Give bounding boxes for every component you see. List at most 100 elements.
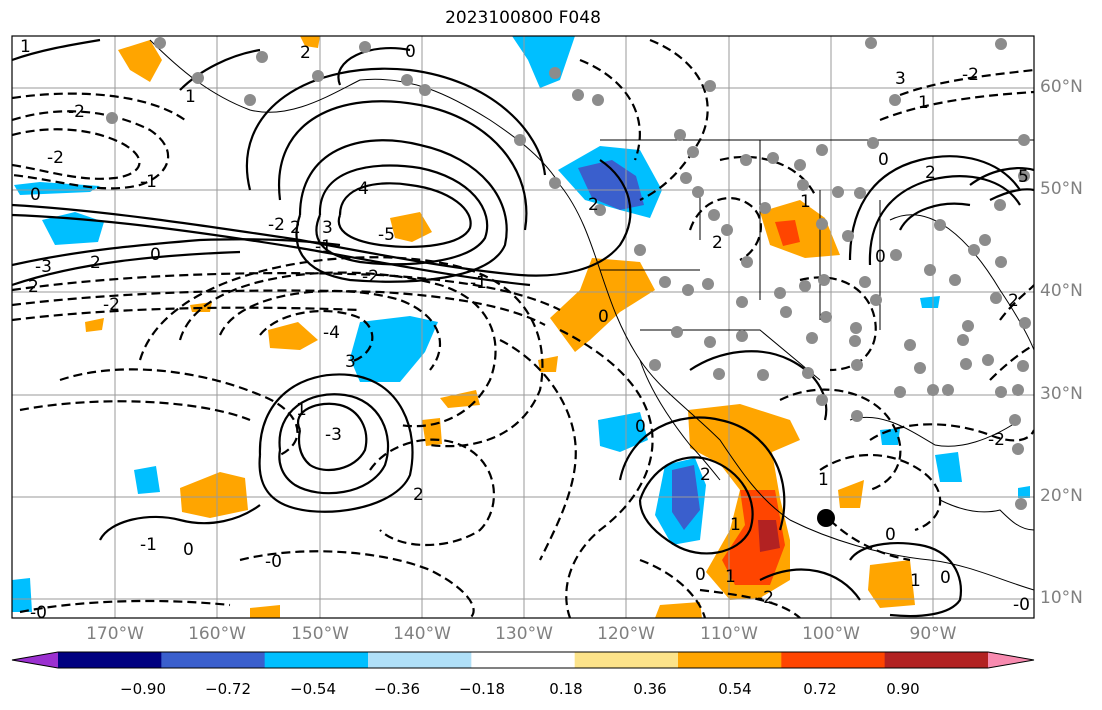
contour-label: 1 <box>20 37 31 57</box>
contour-label: 3 <box>322 218 333 238</box>
lon-label: 160°W <box>188 624 246 644</box>
contour-label: 3 <box>895 69 906 89</box>
contour-label: 0 <box>875 247 886 267</box>
contour-label: 0 <box>695 565 706 585</box>
colorbar-segment <box>781 652 886 668</box>
colorbar-segment <box>678 652 782 668</box>
contour-label: 1 <box>918 93 929 113</box>
contour-label: 0 <box>405 42 416 62</box>
contour-label: -2 <box>362 267 379 287</box>
colorbar-tick: 0.54 <box>718 680 752 698</box>
colorbar-segment <box>12 652 58 668</box>
contour-label: 2 <box>300 43 311 63</box>
lon-label: 90°W <box>909 624 957 644</box>
contour-label: 2 <box>90 253 101 273</box>
contour-label: 0 <box>878 150 889 170</box>
contour-label: 5 <box>1018 167 1029 187</box>
contour-label: -3 <box>35 257 52 277</box>
contour-label: 2 <box>712 233 723 253</box>
contour-label: 2 <box>413 485 424 505</box>
lon-label: 150°W <box>291 624 349 644</box>
contour-label: 1 <box>185 87 196 107</box>
station-markers <box>106 37 1031 510</box>
contour-label: -0 <box>265 552 282 572</box>
center-marker <box>817 509 835 527</box>
contour-label: -2 <box>757 588 774 608</box>
colorbar <box>11 651 1035 669</box>
lat-label: 30°N <box>1040 384 1083 404</box>
contour-label: 3 <box>345 352 356 372</box>
colorbar-tick: −0.36 <box>374 680 420 698</box>
colorbar-tick: −0.90 <box>120 680 166 698</box>
contour-label: 0 <box>183 540 194 560</box>
contour-label: 2 <box>588 195 599 215</box>
colorbar-segment <box>58 652 162 668</box>
lon-label: 140°W <box>393 624 451 644</box>
lat-label: 20°N <box>1040 486 1083 506</box>
colorbar-tick: 0.36 <box>633 680 667 698</box>
contour-label: 0 <box>30 185 41 205</box>
contour-label: 1 <box>818 470 829 490</box>
colorbar-segment <box>884 652 989 668</box>
lat-label: 40°N <box>1040 281 1083 301</box>
colorbar-outline <box>11 651 1035 669</box>
graticule <box>12 36 1034 618</box>
shading-layer <box>12 36 1030 618</box>
lon-label: 110°W <box>700 624 758 644</box>
contour-label: 0 <box>940 568 951 588</box>
contour-label: 2 <box>28 277 39 297</box>
colorbar-tick: 0.90 <box>886 680 920 698</box>
contour-label: 0 <box>635 417 646 437</box>
contour-label: 1 <box>725 567 736 587</box>
lon-label: 130°W <box>495 624 553 644</box>
colorbar-tick: −0.54 <box>290 680 336 698</box>
contour-label: -1 <box>315 237 332 257</box>
contour-label: 1 <box>296 400 307 420</box>
forecast-map: 1 1 2 0 -2 -2 -1 0 -3 2 2 -2 0 4 -5 3 2 … <box>11 35 1035 623</box>
contour-label: 2 <box>700 465 711 485</box>
lon-label: 100°W <box>802 624 860 644</box>
contour-label: -2 <box>68 102 85 122</box>
contour-label: -1 <box>140 535 157 555</box>
lat-label: 50°N <box>1040 179 1083 199</box>
colorbar-tick: 0.72 <box>803 680 837 698</box>
contour-lines <box>12 38 1034 618</box>
contour-label: 0 <box>598 307 609 327</box>
colorbar-segment <box>574 652 679 668</box>
contour-label: -2 <box>988 430 1005 450</box>
contour-label: -1 <box>470 273 487 293</box>
colorbar-tick: −0.72 <box>205 680 251 698</box>
contour-label-layer: 1 1 2 0 -2 -2 -1 0 -3 2 2 -2 0 4 -5 3 2 … <box>20 37 1030 623</box>
contour-label: -5 <box>378 225 395 245</box>
colorbar-segment <box>988 652 1034 668</box>
contour-label: -2 <box>268 215 285 235</box>
contour-label: 1 <box>730 515 741 535</box>
contour-label: 2 <box>1008 291 1019 311</box>
contour-label: 0 <box>150 245 161 265</box>
contour-label: -0 <box>30 603 47 623</box>
colorbar-tick: 0.18 <box>549 680 583 698</box>
contour-label: 4 <box>358 179 369 199</box>
contour-label: -2 <box>962 65 979 85</box>
lat-label: 60°N <box>1040 77 1083 97</box>
lon-label: 170°W <box>86 624 144 644</box>
contour-label: -3 <box>325 425 342 445</box>
lon-label: 120°W <box>597 624 655 644</box>
contour-label: 1 <box>800 192 811 212</box>
contour-label: 2 <box>925 163 936 183</box>
contour-label: -1 <box>140 172 157 192</box>
colorbar-segment <box>368 652 472 668</box>
contour-label: -2 <box>47 148 64 168</box>
contour-label: -2 <box>103 295 120 315</box>
lat-label: 10°N <box>1040 588 1083 608</box>
map-title: 2023100800 F048 <box>445 8 601 28</box>
colorbar-tick: −0.18 <box>459 680 505 698</box>
contour-label: 2 <box>290 218 301 238</box>
contour-label: 0 <box>885 525 896 545</box>
colorbar-segment <box>161 652 266 668</box>
contour-label: -0 <box>1013 595 1030 615</box>
contour-label: 1 <box>910 571 921 591</box>
contour-label: -4 <box>323 323 340 343</box>
colorbar-segment <box>264 652 369 668</box>
colorbar-segment <box>471 652 576 668</box>
